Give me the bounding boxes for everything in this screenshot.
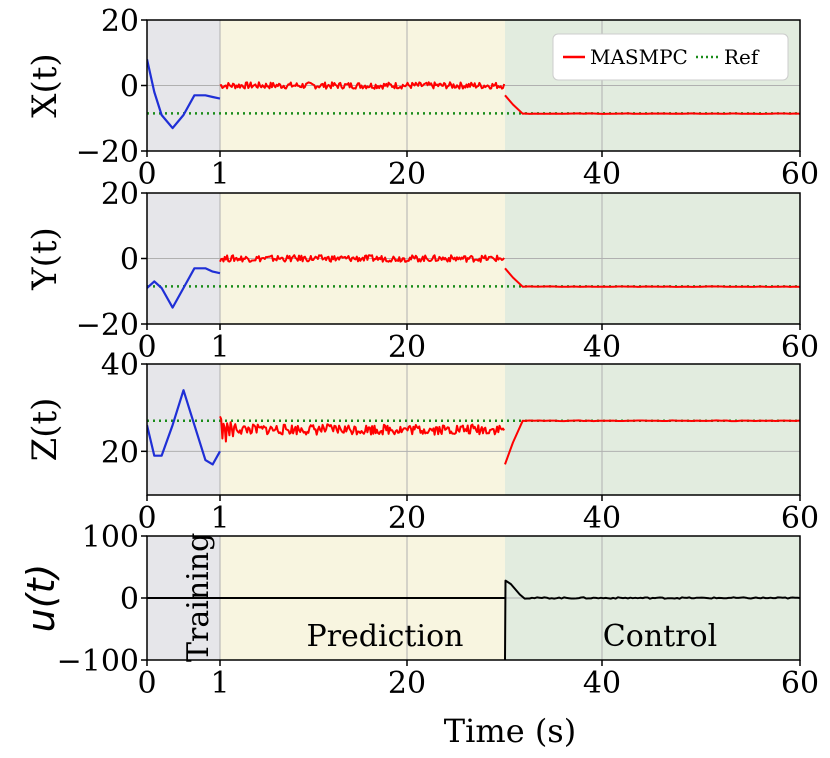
x-tick-label: 60	[781, 501, 819, 536]
masmpc-series	[219, 254, 505, 263]
y-tick-label: 40	[101, 348, 139, 383]
x-tick-label: 0	[137, 501, 156, 536]
y-axis-label: u(t)	[19, 564, 63, 633]
legend-ref-label: Ref	[724, 45, 760, 69]
x-tick-label: 1	[210, 330, 229, 365]
axes-frame	[146, 363, 801, 496]
y-tick-label: 0	[120, 582, 139, 617]
y-tick-label: 20	[101, 435, 139, 470]
y-tick-label: −20	[76, 135, 139, 170]
phase-label-training: Training	[181, 533, 216, 662]
masmpc-series	[504, 267, 800, 288]
u-series	[504, 579, 800, 660]
x-axis-label: Time (s)	[444, 712, 576, 750]
masmpc-series	[219, 81, 506, 90]
y-tick-label: 0	[120, 243, 139, 278]
training-region	[147, 364, 220, 495]
y-tick-label: −100	[57, 644, 139, 679]
x-tick-label: 1	[210, 501, 229, 536]
y-axis-label: Y(t)	[25, 227, 65, 291]
training-series	[147, 267, 221, 309]
y-tick-label: 0	[120, 70, 139, 105]
x-tick-label: 60	[781, 666, 819, 701]
x-tick-label: 20	[388, 330, 426, 365]
y-axis-label: Z(t)	[25, 398, 65, 462]
phase-label-prediction: Prediction	[307, 619, 464, 654]
x-tick-label: 20	[388, 666, 426, 701]
training-series	[147, 389, 221, 466]
x-tick-label: 40	[583, 157, 621, 192]
masmpc-series	[219, 415, 506, 443]
x-tick-label: 60	[781, 157, 819, 192]
masmpc-series	[504, 94, 800, 115]
panel-zt: 0 1 20 40 60 40 20 Z(t)	[25, 348, 819, 536]
x-tick-label: 60	[781, 330, 819, 365]
y-axis-label: X(t)	[25, 53, 65, 117]
y-tick-label: 100	[82, 520, 139, 555]
phase-label-control: Control	[603, 619, 717, 654]
x-tick-label: 0	[137, 330, 156, 365]
x-tick-label: 0	[137, 157, 156, 192]
legend-masmpc-label: MASMPC	[590, 45, 688, 69]
y-tick-label: 20	[101, 4, 139, 39]
y-tick-label: 20	[101, 177, 139, 212]
x-tick-label: 40	[583, 501, 621, 536]
legend: MASMPC Ref	[552, 33, 789, 81]
x-tick-label: 20	[388, 157, 426, 192]
masmpc-series	[504, 419, 800, 465]
y-tick-label: −20	[76, 308, 139, 343]
x-tick-label: 1	[210, 666, 229, 701]
x-tick-label: 40	[583, 330, 621, 365]
training-series	[147, 59, 221, 130]
x-tick-label: 1	[210, 157, 229, 192]
x-tick-label: 20	[388, 501, 426, 536]
x-tick-label: 0	[137, 666, 156, 701]
x-tick-label: 40	[583, 666, 621, 701]
control-region	[505, 364, 800, 495]
